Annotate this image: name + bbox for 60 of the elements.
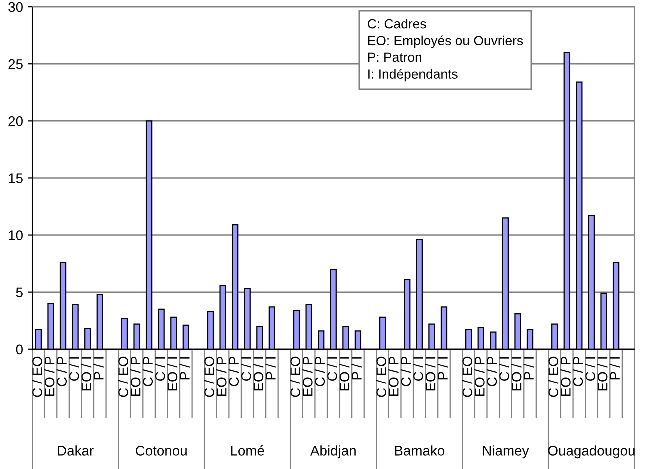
- annotation: EO: Employés ou Ouvriers: [368, 36, 524, 48]
- x-tick-label: EO / I: [598, 358, 608, 391]
- x-tick-label: EO / I: [253, 358, 264, 391]
- x-tick-label: C / P: [400, 356, 412, 386]
- x-tick-label: P / I: [524, 358, 534, 380]
- x-tick-label: EO / I: [81, 358, 92, 391]
- annotation: P: Patron: [368, 52, 422, 62]
- x-tick-label: EO / I: [339, 358, 350, 391]
- text: Dakar: [58, 446, 94, 456]
- x-tick-label: C / I: [585, 358, 596, 382]
- x-tick-label: C / P: [572, 356, 584, 386]
- x-tick-label: C / I: [155, 358, 166, 382]
- x-tick-label: C / I: [413, 358, 424, 382]
- x-tick-label: C / EO: [290, 356, 300, 398]
- x-tick-label: C / EO: [376, 356, 387, 398]
- x-tick-label: C / P: [228, 356, 240, 386]
- x-tick-label: P / I: [266, 358, 276, 380]
- x-tick-label: EO / I: [167, 358, 178, 391]
- x-tick-label: P / I: [180, 358, 190, 380]
- annotation: C: Cadres: [368, 19, 426, 29]
- x-tick-label: C / EO: [32, 356, 42, 398]
- text: Cotonou: [136, 446, 187, 456]
- x-tick-label: C / I: [499, 358, 510, 382]
- text: Bamako: [395, 446, 445, 456]
- y-tick-label: 20: [8, 116, 23, 126]
- text: Niamey: [483, 446, 530, 459]
- x-tick-label: C / I: [327, 358, 338, 382]
- x-tick-label: P / I: [94, 358, 104, 380]
- text: Ouagadougou: [548, 446, 635, 459]
- x-tick-label: C / I: [241, 358, 252, 382]
- x-tick-label: P / I: [438, 358, 448, 380]
- y-tick-label: 5: [16, 288, 23, 298]
- annotation: I: Indépendants: [368, 69, 458, 82]
- x-tick-label: P / I: [352, 358, 362, 380]
- x-tick-label: EO / P: [560, 356, 571, 396]
- x-tick-label: EO / I: [425, 358, 436, 391]
- y-tick-label: 30: [8, 2, 23, 12]
- x-tick-label: EO / P: [302, 356, 313, 396]
- x-tick-label: C / P: [142, 356, 154, 386]
- x-tick-label: C / P: [56, 356, 67, 386]
- x-tick-label: EO / P: [388, 356, 399, 396]
- x-tick-label: C / EO: [204, 356, 214, 398]
- x-tick-label: EO / P: [130, 356, 141, 396]
- x-tick-label: EO / P: [44, 356, 55, 396]
- y-tick-label: 0: [16, 344, 23, 355]
- x-tick-label: C / EO: [548, 356, 559, 398]
- x-tick-label: C / P: [486, 356, 498, 386]
- x-tick-label: C / P: [314, 356, 326, 386]
- x-tick-label: EO / I: [512, 358, 522, 391]
- text: Abidjan: [310, 446, 356, 459]
- x-tick-label: C / EO: [462, 356, 473, 398]
- text: Lomé: [231, 445, 264, 456]
- y-tick-label: 10: [9, 230, 23, 240]
- y-tick-label: 25: [8, 59, 23, 70]
- x-tick-label: EO / P: [474, 356, 485, 396]
- x-tick-label: C / I: [69, 358, 80, 382]
- x-tick-label: EO / P: [216, 356, 227, 396]
- y-tick-label: 15: [9, 174, 23, 184]
- x-tick-label: P / I: [610, 358, 620, 380]
- x-tick-label: C / EO: [118, 356, 128, 398]
